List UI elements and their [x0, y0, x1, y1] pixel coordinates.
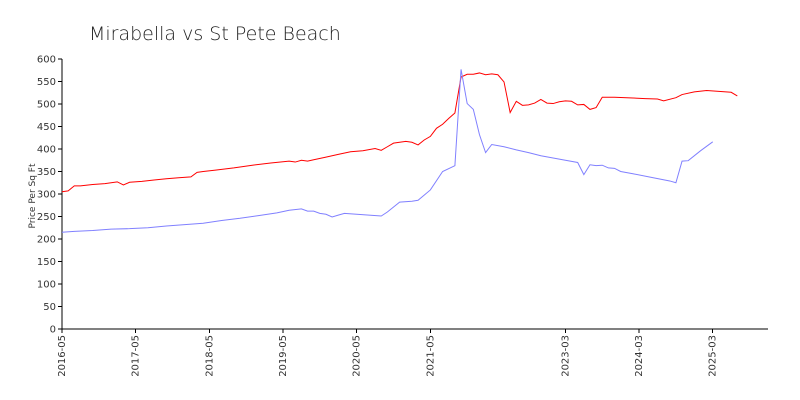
y-tick-label: 150: [37, 257, 56, 268]
x-tick-label: 2017-05: [131, 335, 142, 377]
chart-title: Mirabella vs St Pete Beach: [89, 23, 341, 45]
y-tick-label: 450: [37, 122, 56, 133]
y-tick-label: 400: [37, 145, 56, 156]
x-tick-label: 2023-03: [560, 335, 571, 377]
y-tick-label: 100: [37, 280, 56, 291]
x-tick-label: 2021-05: [425, 335, 436, 377]
y-tick-label: 50: [43, 302, 56, 313]
y-tick-label: 550: [37, 77, 56, 88]
y-tick-label: 250: [37, 212, 56, 223]
axes: 0 50 100 150 200 250 300 350 400 450 500 550 600 2016…: [37, 55, 768, 377]
x-tick-label: 2018-05: [204, 335, 215, 377]
series-line-2: [61, 69, 714, 233]
x-tick-label: 2020-05: [352, 335, 363, 377]
plot-area: [61, 69, 738, 233]
x-tick-label: 2019-05: [278, 335, 289, 377]
y-tick-label: 200: [37, 235, 56, 246]
x-tick-label: 2025-03: [708, 335, 719, 377]
y-tick-label: 300: [37, 190, 56, 201]
y-axis-label: Price Per Sq Ft: [28, 163, 38, 228]
y-tick-label: 0: [50, 325, 56, 336]
x-tick-label: 2024-03: [634, 335, 645, 377]
y-tick-label: 350: [37, 167, 56, 178]
y-tick-label: 600: [37, 55, 56, 66]
series-line-1: [61, 72, 738, 193]
y-tick-label: 500: [37, 100, 56, 111]
x-tick-label: 2016-05: [57, 335, 68, 377]
